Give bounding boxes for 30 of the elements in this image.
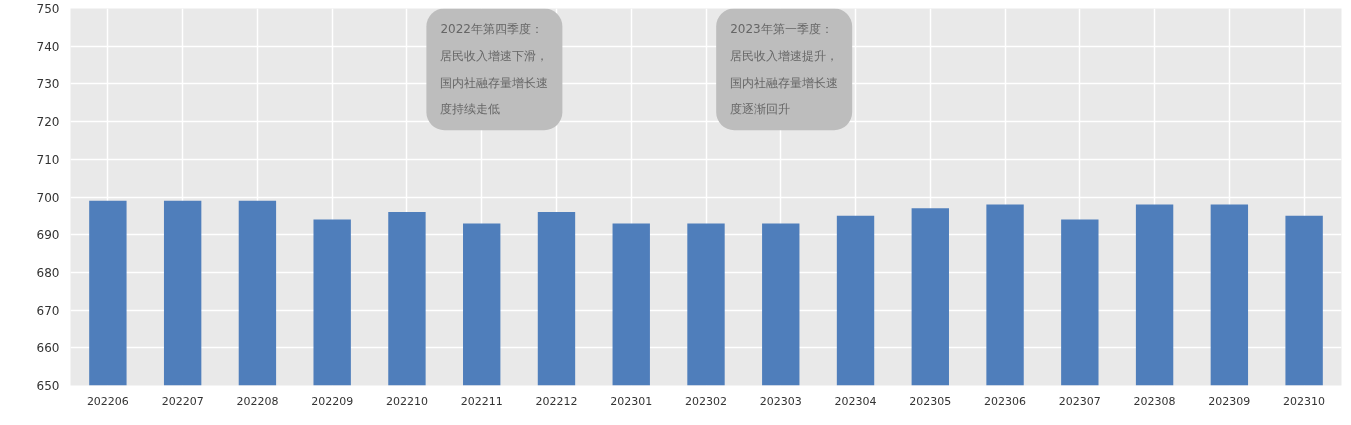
y-tick-label: 710 (36, 152, 60, 167)
x-tick-label: 202310 (1283, 394, 1326, 408)
x-tick-label: 202206 (86, 394, 129, 408)
x-tick-label: 202302 (685, 394, 727, 408)
x-tick-label: 202307 (1058, 394, 1101, 408)
x-tick-label: 202306 (984, 394, 1027, 408)
annotation: 2023年第一季度：居民收入增速提升，国内社融存量增长速度逐渐回升 (730, 22, 839, 117)
y-tick-label: 740 (36, 39, 60, 54)
y-tick-label: 720 (36, 115, 60, 130)
y-tick-label: 670 (36, 303, 60, 318)
x-tick-label: 202212 (535, 394, 578, 408)
y-tick-label: 680 (36, 265, 60, 280)
x-tick-label: 202301 (610, 394, 653, 408)
y-tick-label: 700 (36, 190, 60, 205)
x-tick-label: 202305 (909, 394, 952, 408)
x-tick-label: 202207 (161, 394, 204, 408)
annotation: 2022年第四季度：居民收入增速下滑，国内社融存量增长速度持续走低 (440, 22, 549, 117)
x-tick-label: 202304 (834, 394, 877, 408)
y-tick-label: 750 (36, 2, 60, 16)
y-tick-label: 690 (36, 228, 60, 243)
x-tick-label: 202208 (236, 394, 279, 408)
x-tick-label: 202211 (460, 394, 503, 408)
x-tick-label: 202303 (759, 394, 802, 408)
x-tick-label: 202210 (385, 394, 428, 408)
y-tick-label: 650 (36, 379, 60, 393)
y-tick-label: 660 (36, 341, 60, 356)
x-tick-label: 202308 (1133, 394, 1176, 408)
x-tick-label: 202209 (311, 394, 354, 408)
x-tick-label: 202309 (1208, 394, 1251, 408)
y-tick-label: 730 (36, 77, 60, 92)
